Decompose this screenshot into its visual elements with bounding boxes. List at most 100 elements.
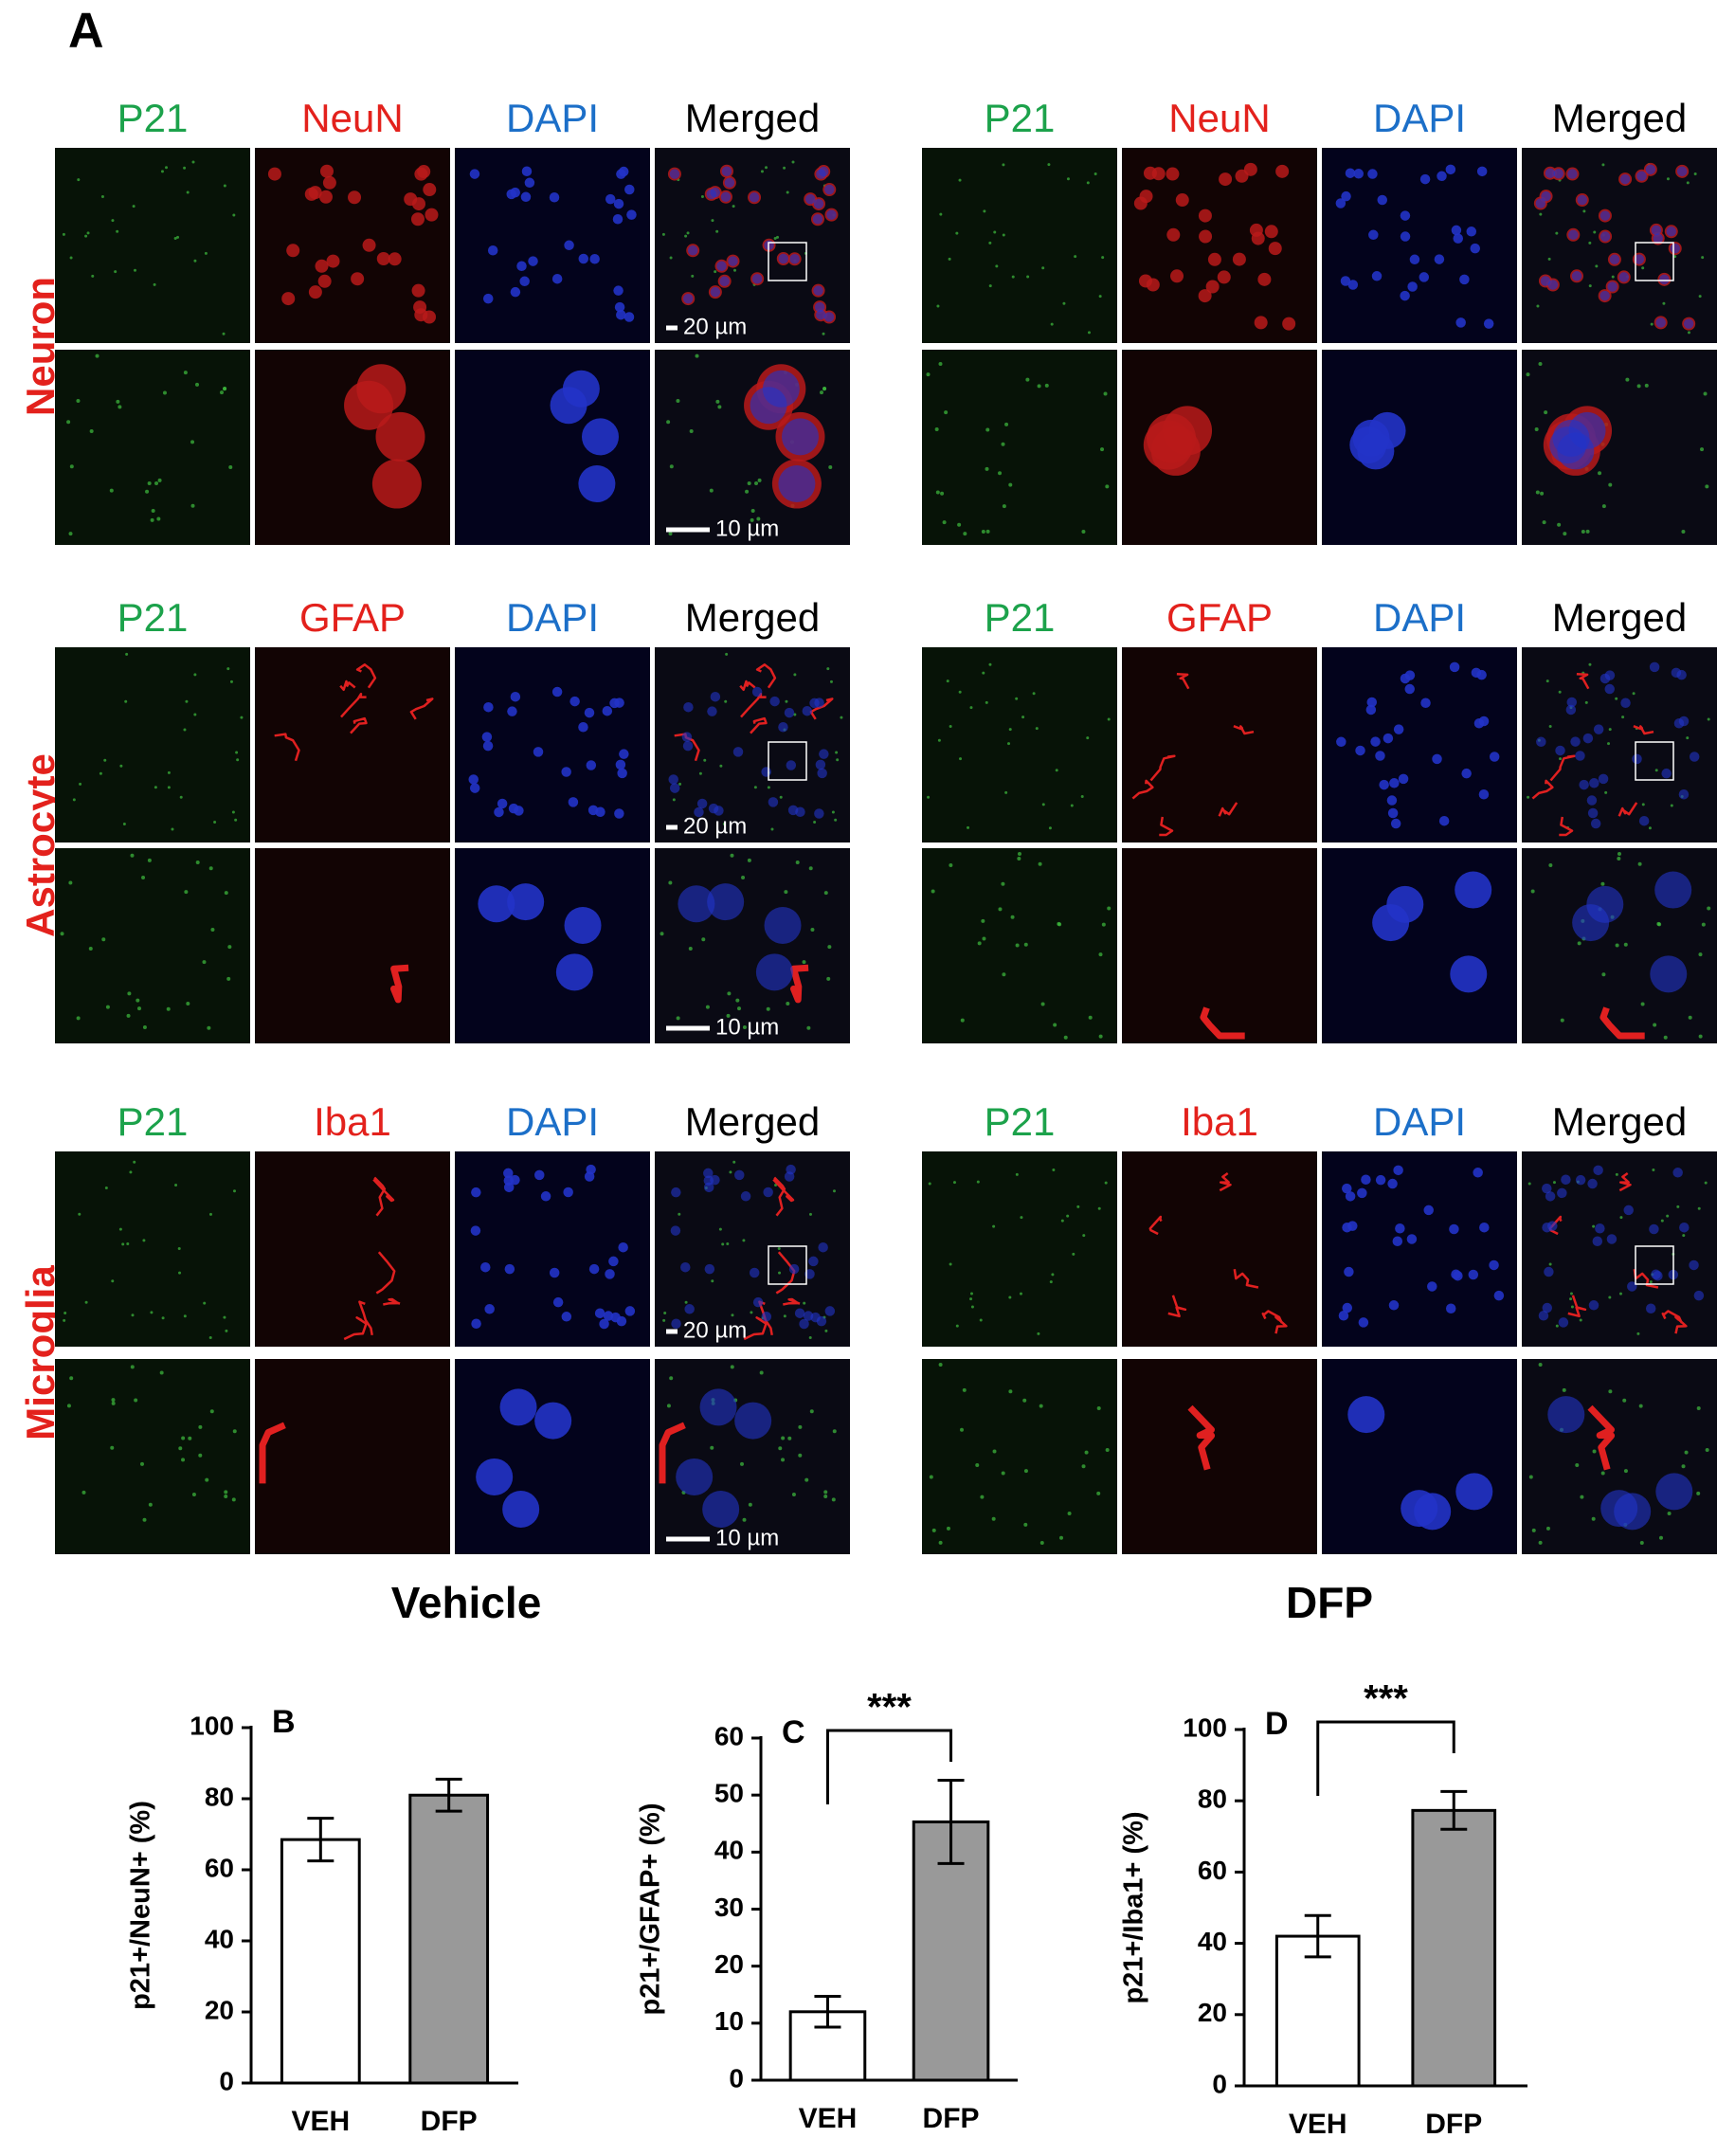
p21-signal [948,257,951,261]
p21-signal [802,960,806,965]
p21-signal [66,420,71,425]
p21-signal [159,1370,164,1375]
p21-signal [705,1005,710,1009]
dapi-signal [1595,1223,1605,1234]
p21-signal [185,699,189,703]
dapi-signal [749,191,760,203]
p21-signal [151,509,155,514]
dapi-signal [528,256,538,266]
p21-signal [1101,256,1105,260]
p21-signal [1570,1305,1574,1309]
p21-signal [1632,692,1636,696]
micrograph [1122,1151,1317,1347]
p21-signal [226,976,231,981]
dapi-signal [617,768,627,779]
panel-label: C [782,1714,805,1750]
dapi-signal [588,1263,600,1275]
dapi-signal [1358,1317,1369,1328]
p21-signal [982,936,986,941]
p21-signal [122,823,126,826]
y-tick-label: 80 [1198,1785,1227,1814]
error-bar [1304,1913,1331,1959]
dapi-signal [524,177,535,189]
p21-signal [724,699,728,703]
dapi-signal [670,1225,681,1236]
p21-signal [748,1502,752,1507]
dapi-signal [1445,164,1456,175]
p21-signal [1021,716,1025,719]
marker-process [755,663,777,689]
p21-signal [145,489,150,494]
p21-signal [1615,1172,1618,1176]
dapi-signal [826,209,837,220]
marker-signal [267,167,281,181]
p21-signal [795,861,800,865]
dapi-signal [1582,733,1594,744]
y-tick-label: 30 [714,1893,744,1922]
p21-signal [1015,697,1019,700]
y-tick-label: 20 [205,1995,234,2024]
p21-signal [84,1300,88,1304]
dapi-signal [1672,1168,1683,1178]
dapi-signal [1653,233,1663,244]
p21-signal [958,690,962,694]
p21-signal [1696,1491,1701,1495]
dapi-signal [1592,1236,1603,1247]
marker-process [775,1251,796,1295]
dapi-signal [818,1241,828,1253]
dapi-signal [516,261,527,272]
p21-signal [949,862,953,867]
p21-signal [181,1436,186,1440]
marker-signal [371,459,422,509]
p21-signal [985,529,990,534]
p21-signal [1698,295,1702,299]
p21-signal [770,827,774,831]
marker-signal [351,272,365,286]
p21-signal [730,853,734,858]
dapi-signal [721,166,732,176]
y-tick-label: 10 [714,2006,744,2036]
p21-signal [134,1398,138,1403]
p21-signal [1611,275,1615,279]
p21-signal [1093,172,1097,175]
dapi-signal [1493,1290,1505,1301]
p21-signal [165,166,169,170]
p21-signal [1098,295,1102,299]
dapi-signal [563,1187,573,1198]
marker-process [340,692,367,718]
p21-signal [208,1335,212,1339]
dapi-signal [564,906,602,944]
dapi-signal [1553,169,1563,179]
p21-signal [928,1182,931,1186]
dapi-signal [1455,871,1492,909]
p21-signal [1019,1292,1022,1295]
p21-signal [1002,163,1005,167]
dapi-signal [1390,818,1401,829]
marker-process [1233,1269,1259,1289]
error-bar [307,1817,334,1863]
p21-signal [1037,384,1041,389]
dapi-signal [734,1402,772,1440]
p21-signal [993,230,997,234]
dapi-signal [1571,271,1582,281]
dapi-signal [824,184,835,195]
dapi-signal [1489,1259,1499,1271]
dapi-signal [1623,1205,1634,1216]
p21-signal [742,1239,746,1242]
p21-signal [1687,331,1690,335]
dapi-signal [602,705,613,716]
p21-signal [1038,861,1042,866]
p21-signal [1607,742,1611,746]
p21-signal [691,274,695,278]
p21-signal [995,264,999,268]
dapi-signal [1387,807,1399,819]
p21-signal [793,673,797,677]
dapi-signal [1395,1223,1405,1234]
dapi-signal [1588,1300,1599,1311]
y-tick-label: 100 [1183,1712,1227,1742]
dapi-signal [1342,1302,1353,1314]
inset-box [768,242,807,281]
p21-signal [938,1363,943,1368]
p21-signal [1625,377,1630,382]
dapi-signal [1400,231,1411,242]
